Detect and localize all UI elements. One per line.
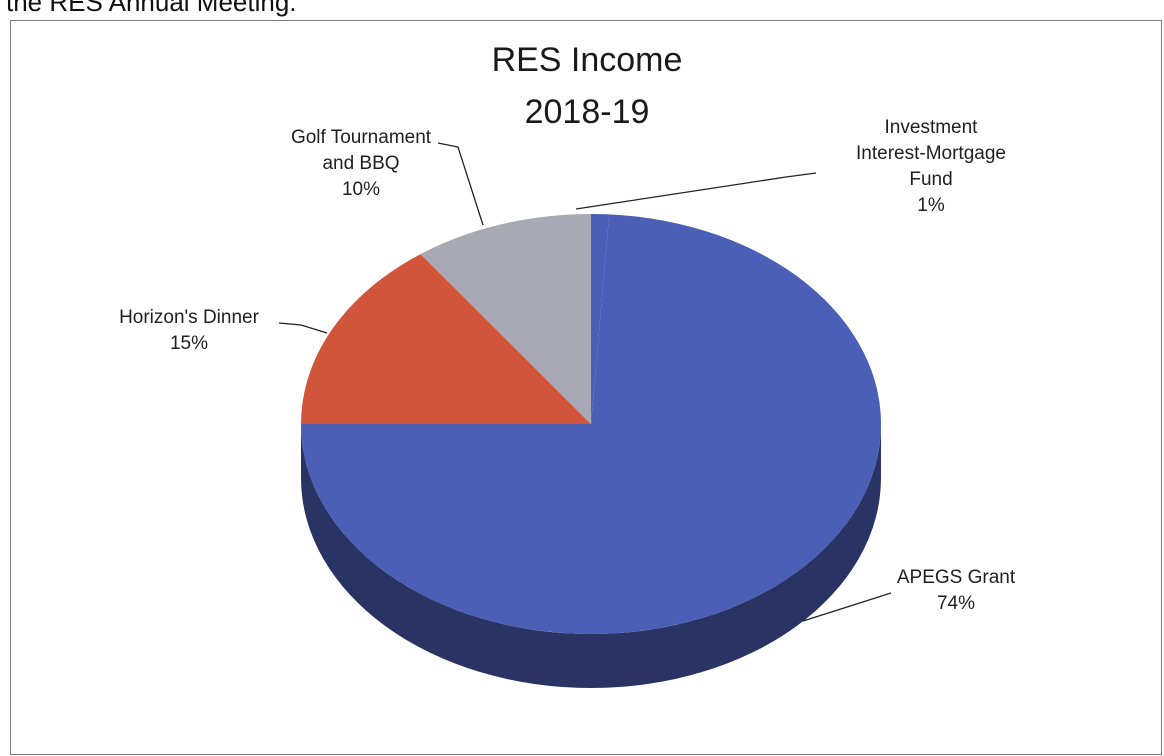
leader-line bbox=[278, 322, 328, 334]
pie-slice bbox=[301, 254, 591, 424]
pie-slice bbox=[420, 214, 591, 424]
chart-title-line-2: 2018-19 bbox=[524, 93, 650, 131]
pie-slice-side bbox=[301, 424, 881, 688]
header-text-fragment: the RES Annual Meeting. bbox=[6, 0, 297, 17]
pie-chart: APEGS Grant 74% Horizon's Dinner 15% Golf To… bbox=[119, 117, 1016, 688]
chart-title-line-1: RES Income bbox=[491, 41, 683, 79]
data-label: Horizon's Dinner 15% bbox=[119, 307, 260, 354]
leader-line bbox=[802, 592, 892, 622]
pie-slice bbox=[591, 214, 610, 424]
data-label: Golf Tournament and BBQ 10% bbox=[291, 127, 432, 200]
data-label: Investment Interest-Mortgage Fund 1% bbox=[856, 117, 1006, 216]
pie-slice bbox=[301, 214, 881, 635]
leader-line bbox=[575, 172, 817, 210]
leader-line bbox=[437, 142, 484, 226]
data-label: APEGS Grant 74% bbox=[897, 567, 1016, 614]
chart-area: RES Income 2018-19 APEGS Grant 74% Horizon… bbox=[10, 20, 1162, 755]
